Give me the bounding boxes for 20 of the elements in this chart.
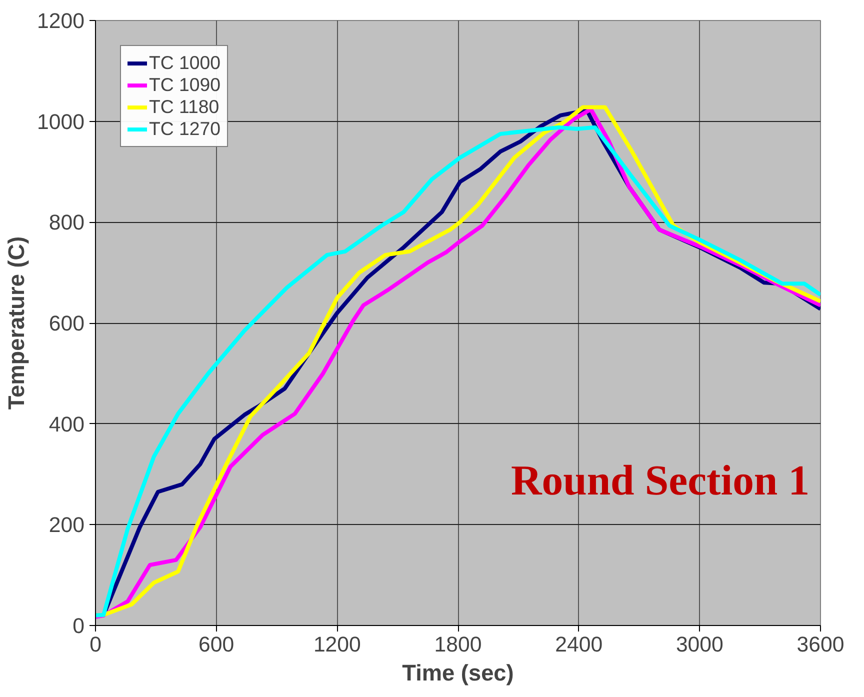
x-tick-label: 600 xyxy=(198,632,234,656)
y-tick-label: 400 xyxy=(48,412,85,436)
y-tick-label: 0 xyxy=(72,614,85,638)
x-axis-title: Time (sec) xyxy=(402,660,514,686)
legend-label: TC 1180 xyxy=(149,96,220,118)
y-tick-label: 600 xyxy=(48,312,85,336)
legend-label: TC 1000 xyxy=(149,52,221,74)
legend-label: TC 1090 xyxy=(149,74,221,96)
x-tick-label: 0 xyxy=(90,632,102,656)
x-tick-label: 2400 xyxy=(555,632,603,656)
y-tick-label: 200 xyxy=(48,513,85,538)
y-tick-label: 800 xyxy=(48,210,85,235)
x-tick-label: 1200 xyxy=(313,632,362,656)
x-tick-label: 3600 xyxy=(796,632,844,656)
y-tick-label: 1200 xyxy=(37,9,85,33)
legend-label: TC 1270 xyxy=(149,118,221,140)
y-axis-title: Temperature (C) xyxy=(3,236,30,410)
x-tick-label: 1800 xyxy=(434,632,482,656)
x-tick-label: 3000 xyxy=(676,632,724,656)
y-tick-label: 1000 xyxy=(37,110,85,134)
